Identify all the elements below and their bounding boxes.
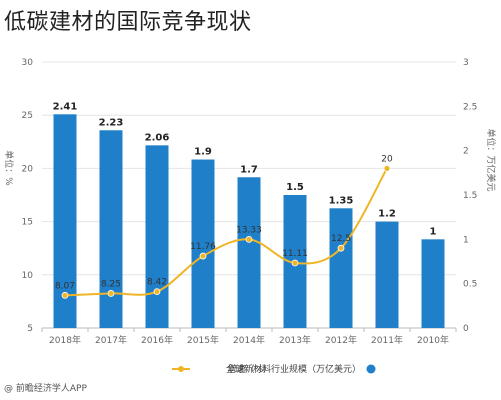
bar-value-label: 2.41 [53, 101, 78, 112]
bar [191, 159, 215, 328]
legend: 增速（%） 全球新材料行业规模（万亿美元） [172, 363, 376, 375]
right-tick-label: 1 [463, 235, 469, 245]
bar-value-label: 2.23 [99, 117, 124, 128]
chart-title: 低碳建材的国际竞争现状 [4, 10, 252, 35]
growth-point [291, 259, 299, 267]
right-tick-label: 0.5 [463, 280, 477, 290]
bar-value-label: 1.7 [240, 164, 258, 175]
x-tick-label: 2016年 [141, 334, 173, 346]
x-tick-label: 2010年 [417, 334, 449, 346]
x-tick-label: 2011年 [371, 334, 403, 346]
bar [99, 130, 123, 328]
left-tick-label: 30 [22, 58, 34, 68]
bar [329, 208, 353, 328]
left-axis-title: 单位：% [3, 150, 15, 186]
growth-point [337, 244, 345, 252]
growth-value-label: 13.33 [236, 225, 262, 235]
growth-value-label: 8.07 [55, 281, 75, 291]
bar-value-label: 1.2 [378, 209, 396, 220]
left-axis-ticks: 5 10 15 20 25 30 [22, 58, 34, 334]
source-note: @ 前瞻经济学人APP [4, 382, 87, 394]
x-tick-label: 2017年 [95, 334, 127, 346]
x-tick-label: 2012年 [325, 334, 357, 346]
right-tick-label: 1.5 [463, 191, 477, 201]
bar-value-label: 1.9 [194, 147, 212, 158]
right-axis-ticks: 0 0.5 1 1.5 2 2.5 3 [463, 58, 477, 334]
growth-line: 8.07 8.25 8.42 11.76 13.33 11.11 12.5 20 [55, 154, 393, 299]
bar [53, 114, 77, 329]
legend-bar-label: 全球新材料行业规模（万亿美元） [226, 363, 361, 375]
growth-point [107, 290, 115, 297]
left-tick-label: 5 [27, 324, 33, 334]
growth-value-label: 20 [381, 154, 393, 164]
bar [421, 239, 445, 328]
bar-value-label: 2.06 [145, 132, 170, 143]
growth-value-label: 11.76 [190, 242, 216, 252]
left-tick-label: 15 [22, 218, 33, 228]
left-tick-label: 20 [22, 164, 34, 174]
x-axis-ticks: 2018年 2017年 2016年 2015年 2014年 2013年 2012年 2011年… [41, 328, 457, 346]
bar-labels: 2.41 2.23 2.06 1.9 1.7 1.5 1.35 1.2 1 [53, 101, 437, 237]
x-tick-label: 2013年 [279, 334, 311, 346]
growth-point [199, 252, 207, 260]
x-tick-label: 2015年 [187, 334, 219, 346]
left-tick-label: 25 [22, 111, 33, 121]
x-tick-label: 2018年 [49, 334, 81, 346]
x-tick-label: 2014年 [233, 334, 265, 346]
right-tick-label: 2 [463, 147, 469, 157]
growth-point [383, 164, 391, 172]
legend-line-label: 增速（%） [227, 363, 272, 375]
legend-line-marker [178, 366, 184, 372]
legend-bar-swatch [366, 364, 376, 374]
growth-value-label: 12.5 [331, 234, 351, 244]
left-tick-label: 10 [22, 271, 34, 281]
bar-value-label: 1 [430, 226, 437, 237]
growth-value-label: 8.42 [147, 278, 167, 288]
bar [145, 145, 169, 328]
bar-value-label: 1.5 [286, 182, 304, 193]
bar [375, 221, 399, 328]
right-axis-title: 单位：万亿美元 [485, 128, 497, 191]
bar [237, 177, 261, 328]
growth-point [153, 288, 161, 296]
right-tick-label: 3 [463, 58, 469, 68]
growth-value-label: 8.25 [101, 279, 121, 289]
bars [53, 114, 445, 329]
growth-point [61, 291, 69, 299]
growth-point [245, 235, 253, 243]
right-tick-label: 0 [463, 324, 469, 334]
bar-value-label: 1.35 [329, 195, 354, 206]
right-tick-label: 2.5 [463, 102, 477, 112]
growth-value-label: 11.11 [282, 249, 308, 259]
